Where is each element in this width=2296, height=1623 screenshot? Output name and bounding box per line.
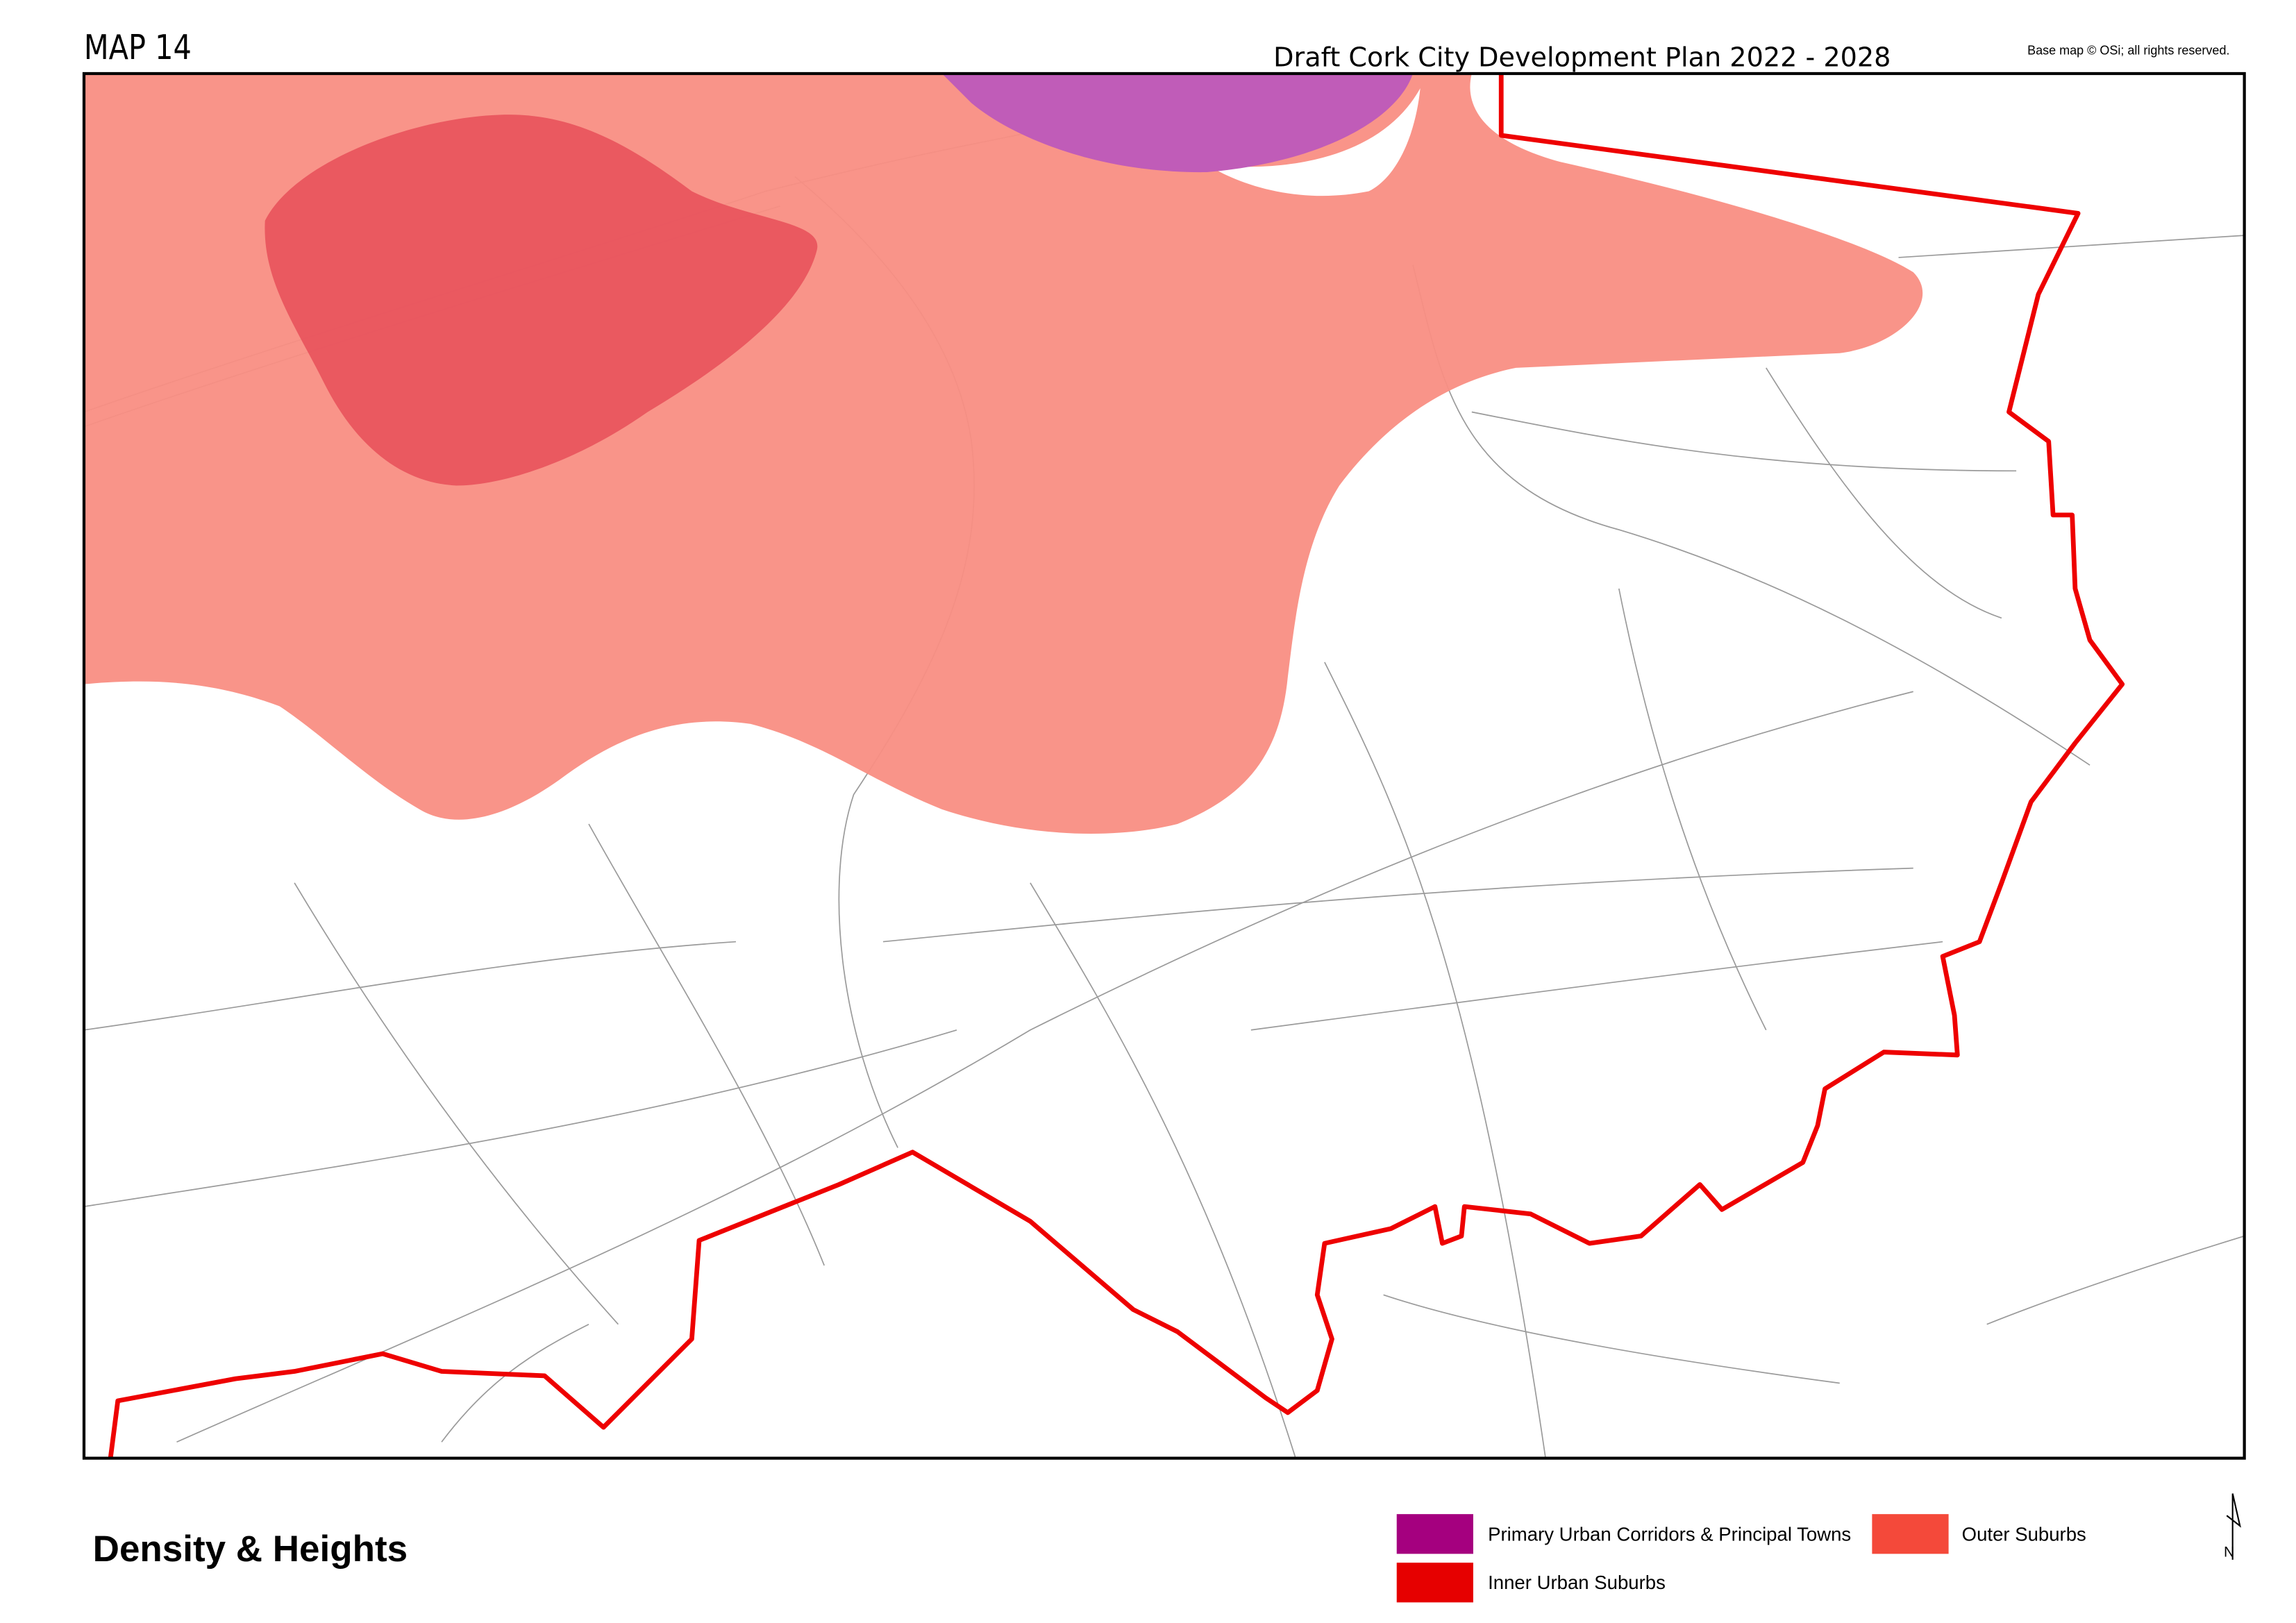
north-arrow-icon: N bbox=[2224, 1493, 2241, 1561]
legend-swatch bbox=[1396, 1514, 1473, 1554]
legend-label: Inner Urban Suburbs bbox=[1488, 1572, 1666, 1593]
map-frame[interactable] bbox=[82, 72, 2246, 1460]
legend-item-inner-suburbs: Inner Urban Suburbs bbox=[1396, 1563, 1666, 1603]
legend-swatch bbox=[1396, 1563, 1473, 1603]
legend: Primary Urban Corridors & Principal Town… bbox=[1396, 1514, 2086, 1603]
north-label: N bbox=[2224, 1545, 2234, 1561]
white-gap bbox=[1207, 88, 1421, 196]
copyright-note: Base map © OSi; all rights reserved. bbox=[2027, 43, 2229, 57]
plan-title: Draft Cork City Development Plan 2022 - … bbox=[1273, 42, 1891, 72]
legend-label: Outer Suburbs bbox=[1962, 1523, 2086, 1545]
legend-item-outer-suburbs: Outer Suburbs bbox=[1872, 1514, 2086, 1554]
legend-item-primary-corridors: Primary Urban Corridors & Principal Town… bbox=[1396, 1514, 1851, 1554]
primary-corridor-area[interactable] bbox=[941, 73, 1414, 173]
map-number: MAP 14 bbox=[84, 28, 192, 67]
legend-label: Primary Urban Corridors & Principal Town… bbox=[1488, 1523, 1851, 1545]
city-boundary-line[interactable] bbox=[108, 73, 2125, 1458]
legend-swatch bbox=[1872, 1514, 1949, 1554]
map-title: Density & Heights bbox=[93, 1529, 408, 1570]
inner-suburbs-area[interactable] bbox=[265, 115, 818, 486]
